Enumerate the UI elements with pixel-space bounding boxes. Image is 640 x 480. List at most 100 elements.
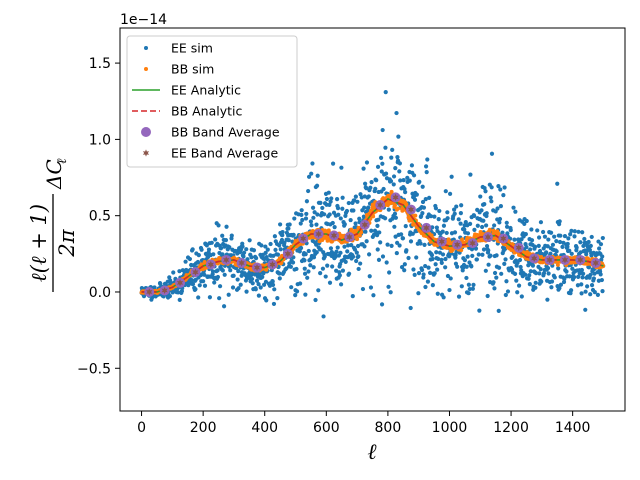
- ee-point: [516, 283, 522, 288]
- ee-point: [552, 275, 557, 280]
- ee-point: [383, 145, 388, 150]
- ee-point: [347, 271, 352, 276]
- ee-point: [586, 239, 591, 245]
- bb-point: [413, 213, 418, 218]
- ee-point: [568, 232, 573, 237]
- bb-point: [555, 262, 560, 267]
- ee-point: [353, 194, 358, 199]
- ee-point: [392, 224, 397, 229]
- ee-point: [579, 282, 584, 287]
- ee-point: [189, 278, 194, 283]
- ee-point: [362, 244, 367, 249]
- ee-point: [483, 189, 488, 194]
- bb-point: [389, 189, 394, 194]
- ee-point: [217, 296, 222, 301]
- ee-point: [588, 272, 593, 277]
- ee-point: [380, 161, 385, 166]
- ee-band-marker: [238, 259, 245, 267]
- ee-point: [385, 242, 390, 247]
- ee-point: [263, 244, 268, 249]
- ee-point: [417, 179, 422, 184]
- ee-point: [580, 275, 585, 280]
- y-offset-label: 1e−14: [120, 12, 167, 28]
- ee-point: [496, 265, 502, 270]
- ee-point: [465, 254, 470, 259]
- ee-point: [459, 203, 464, 208]
- ee-point: [312, 210, 317, 215]
- ee-point: [363, 181, 368, 186]
- ee-point: [393, 166, 398, 171]
- ee-point: [416, 291, 421, 296]
- ee-point: [529, 238, 535, 243]
- ee-point: [430, 256, 435, 262]
- ee-point: [407, 178, 412, 183]
- ee-point: [494, 275, 499, 280]
- ee-point: [456, 294, 462, 299]
- x-tick-label: 1000: [432, 420, 468, 436]
- legend-label: BB sim: [171, 62, 214, 77]
- ee-point: [235, 277, 240, 282]
- ee-point: [403, 189, 408, 195]
- ee-point: [418, 241, 423, 246]
- ee-point: [397, 243, 402, 248]
- ee-point: [335, 206, 341, 211]
- x-axis-label: ℓ: [367, 440, 377, 465]
- ee-point: [527, 273, 532, 278]
- ee-point: [253, 287, 258, 292]
- ee-point: [435, 291, 440, 296]
- y-tick-label: −0.5: [77, 361, 111, 377]
- ee-point: [560, 244, 565, 249]
- legend-label: BB Analytic: [171, 104, 243, 119]
- ee-point: [337, 270, 342, 275]
- ee-point: [498, 204, 504, 209]
- ee-point: [416, 271, 422, 276]
- ee-point: [367, 252, 372, 257]
- ee-point: [480, 252, 485, 257]
- ee-point: [441, 223, 447, 228]
- ee-point: [306, 174, 312, 179]
- ee-point: [298, 221, 303, 226]
- ee-point: [410, 231, 415, 236]
- ee-point: [386, 207, 391, 212]
- ee-point: [596, 239, 601, 244]
- ee-point: [562, 276, 567, 282]
- ee-point: [434, 250, 439, 255]
- ee-point: [302, 258, 307, 263]
- ee-point: [292, 216, 297, 221]
- ee-point: [289, 285, 294, 290]
- ee-point: [197, 283, 202, 288]
- ee-point: [250, 281, 255, 286]
- legend-label: EE Analytic: [171, 83, 241, 98]
- ee-point: [325, 263, 330, 268]
- ee-point: [354, 250, 359, 255]
- ee-band-marker: [577, 256, 584, 264]
- ee-point: [279, 237, 285, 243]
- ee-point: [482, 185, 487, 191]
- ee-point: [309, 223, 314, 228]
- ee-point: [343, 213, 348, 219]
- ee-point: [201, 279, 206, 284]
- ee-point: [336, 212, 341, 217]
- band-average-markers: [144, 192, 601, 297]
- ee-point: [311, 215, 316, 220]
- ee-point: [229, 233, 234, 238]
- ee-point: [371, 293, 376, 298]
- ee-point: [346, 200, 351, 206]
- ee-point: [183, 259, 188, 264]
- ee-point: [498, 187, 503, 192]
- ee-point: [422, 242, 427, 248]
- ee-point: [549, 230, 554, 235]
- ee-point: [397, 161, 403, 166]
- ee-point: [345, 249, 350, 254]
- ee-point: [361, 166, 366, 171]
- ee-point: [264, 298, 269, 303]
- ee-point: [271, 301, 277, 307]
- ee-point: [526, 263, 531, 268]
- ee-point: [187, 256, 192, 262]
- ee-point: [491, 280, 496, 285]
- x-tick-label: 1200: [493, 420, 529, 436]
- ee-point: [224, 224, 229, 229]
- ee-point: [504, 279, 509, 284]
- ee-point: [599, 277, 605, 283]
- legend-entry: EE Band Average: [142, 146, 278, 161]
